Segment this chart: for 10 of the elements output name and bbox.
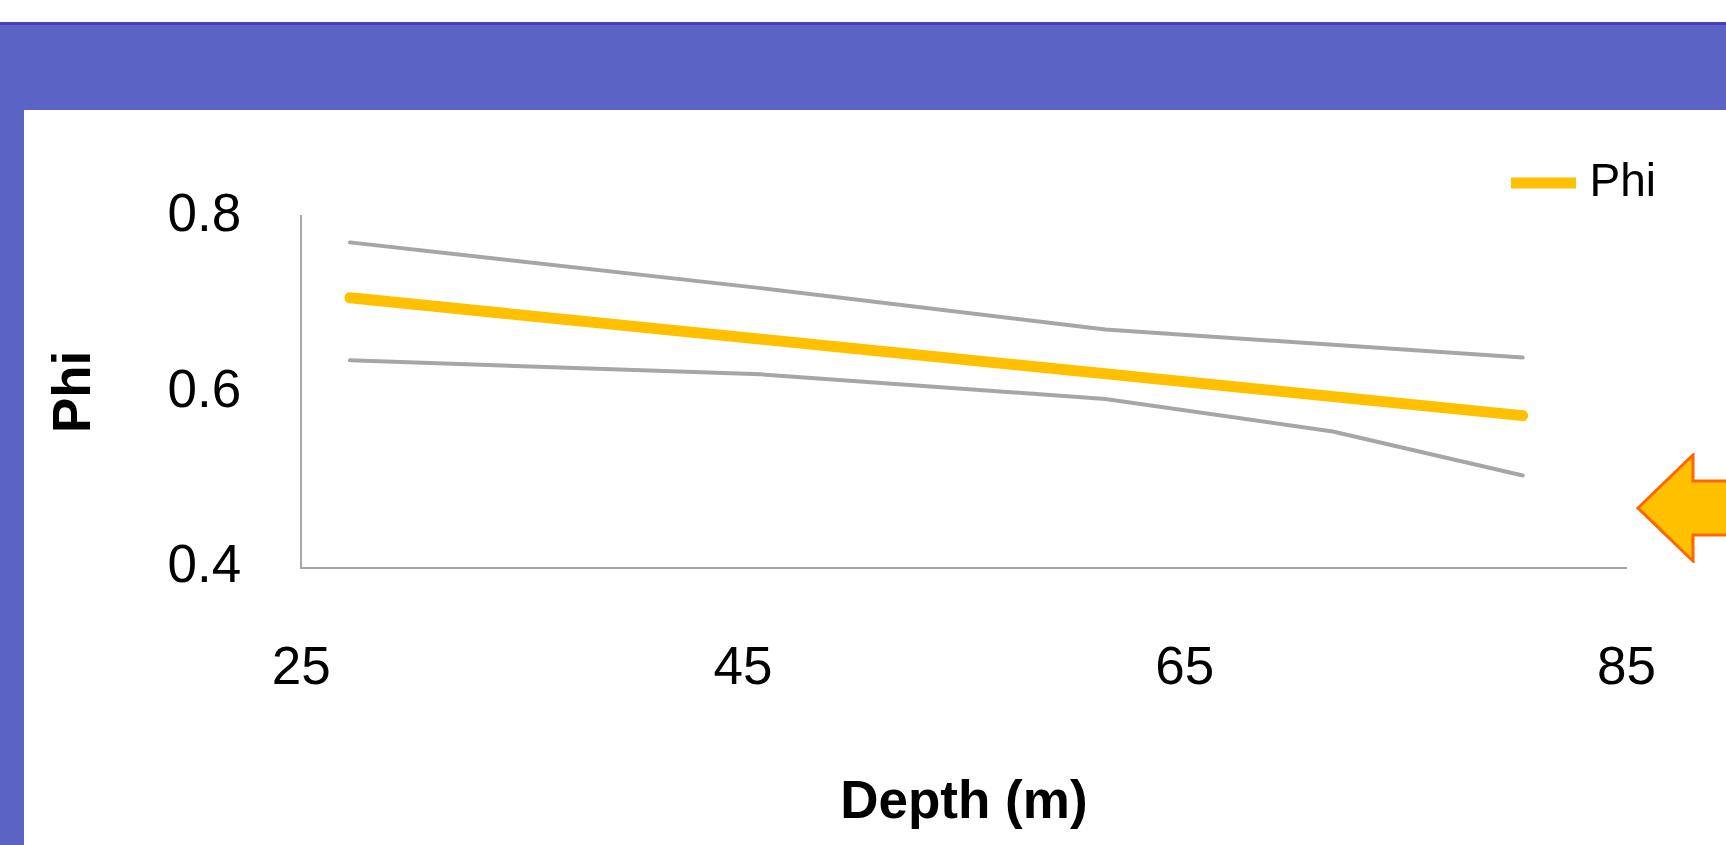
x-axis-title: Depth (m) <box>840 769 1088 829</box>
x-tick-label: 45 <box>713 636 773 696</box>
y-tick-label: 0.4 <box>167 534 242 594</box>
y-tick-label: 0.8 <box>167 182 242 242</box>
legend-label: Phi <box>1589 153 1656 206</box>
x-tick-label: 65 <box>1155 636 1215 696</box>
y-axis-title: Phi <box>42 350 102 434</box>
x-tick-label: 25 <box>271 636 331 696</box>
x-tick-label: 85 <box>1597 636 1656 696</box>
y-tick-label: 0.6 <box>167 358 242 418</box>
